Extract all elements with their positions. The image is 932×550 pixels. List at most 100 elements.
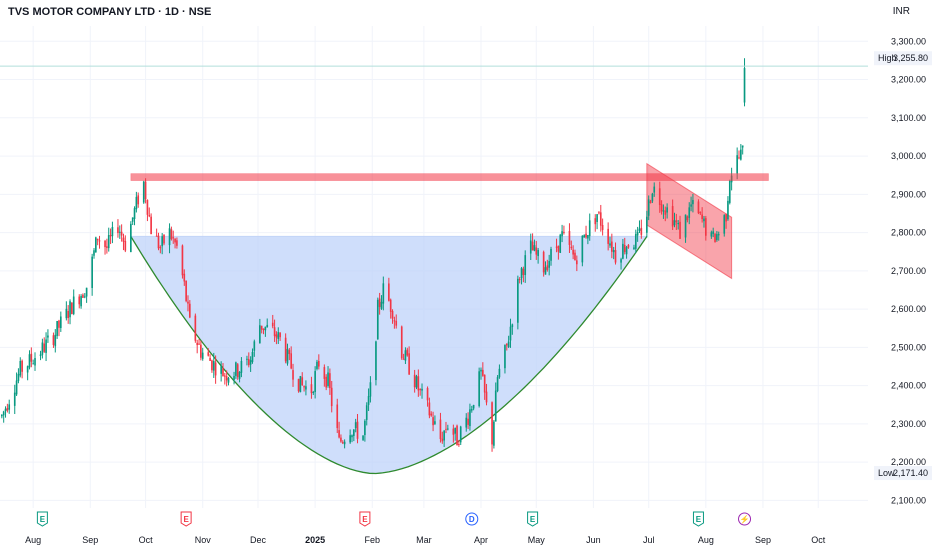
- candle-body[interactable]: [1, 415, 3, 417]
- candle-body[interactable]: [305, 386, 307, 390]
- candle-body[interactable]: [275, 334, 278, 338]
- candle-body[interactable]: [583, 235, 586, 238]
- candle-body[interactable]: [568, 230, 571, 245]
- candle-body[interactable]: [529, 240, 532, 254]
- candle-body[interactable]: [419, 389, 422, 391]
- candle-body[interactable]: [537, 249, 539, 257]
- candle-body[interactable]: [598, 212, 600, 214]
- candle-body[interactable]: [161, 236, 164, 247]
- candle-body[interactable]: [262, 328, 265, 331]
- candle-body[interactable]: [176, 240, 178, 246]
- candle-body[interactable]: [574, 252, 576, 261]
- candle-body[interactable]: [467, 418, 469, 425]
- candle-body[interactable]: [71, 302, 73, 315]
- candle-body[interactable]: [369, 382, 372, 397]
- candle-body[interactable]: [341, 442, 344, 444]
- candle-body[interactable]: [531, 241, 534, 251]
- event-marker[interactable]: E: [692, 511, 704, 527]
- candle-body[interactable]: [651, 193, 654, 202]
- candle-body[interactable]: [677, 222, 680, 225]
- resistance-band[interactable]: [130, 173, 769, 181]
- candle-body[interactable]: [148, 215, 151, 217]
- candle-body[interactable]: [227, 377, 230, 383]
- candle-body[interactable]: [664, 210, 667, 215]
- candle-body[interactable]: [365, 405, 368, 420]
- candle-body[interactable]: [310, 384, 313, 394]
- candle-body[interactable]: [483, 374, 486, 393]
- candle-body[interactable]: [599, 212, 602, 226]
- candle-body[interactable]: [443, 430, 445, 441]
- candle-body[interactable]: [459, 426, 462, 443]
- candle-body[interactable]: [107, 235, 110, 249]
- candle-body[interactable]: [353, 429, 355, 437]
- candle-body[interactable]: [72, 296, 75, 314]
- candle-body[interactable]: [188, 303, 191, 318]
- candle-body[interactable]: [533, 245, 536, 251]
- candle-body[interactable]: [388, 283, 390, 301]
- candle-body[interactable]: [327, 372, 329, 386]
- candle-body[interactable]: [290, 353, 293, 369]
- candle-body[interactable]: [743, 68, 746, 103]
- candle-body[interactable]: [362, 435, 364, 440]
- candle-body[interactable]: [2, 411, 5, 416]
- candle-body[interactable]: [738, 157, 740, 159]
- candle-body[interactable]: [93, 250, 95, 256]
- candle-body[interactable]: [284, 337, 287, 362]
- candle-body[interactable]: [264, 326, 267, 331]
- candle-body[interactable]: [214, 362, 217, 376]
- candle-body[interactable]: [30, 353, 33, 362]
- candle-body[interactable]: [684, 214, 687, 238]
- candle-body[interactable]: [712, 231, 715, 234]
- candle-body[interactable]: [271, 322, 274, 327]
- candle-body[interactable]: [292, 370, 294, 380]
- candle-body[interactable]: [382, 283, 385, 304]
- candle-body[interactable]: [43, 343, 46, 352]
- event-marker[interactable]: E: [180, 511, 192, 527]
- candle-body[interactable]: [498, 368, 501, 378]
- candle-body[interactable]: [96, 238, 99, 241]
- candle-body[interactable]: [391, 310, 394, 319]
- candle-body[interactable]: [507, 341, 510, 348]
- candle-body[interactable]: [194, 315, 197, 341]
- candle-body[interactable]: [133, 208, 136, 219]
- candle-body[interactable]: [65, 308, 68, 319]
- resistance-line[interactable]: [0, 65, 868, 181]
- candle-body[interactable]: [142, 181, 145, 203]
- candle-body[interactable]: [725, 214, 727, 222]
- candle-body[interactable]: [52, 335, 55, 345]
- candle-body[interactable]: [85, 287, 88, 297]
- candle-body[interactable]: [330, 387, 333, 407]
- candle-body[interactable]: [633, 247, 635, 250]
- candle-body[interactable]: [623, 244, 626, 253]
- candle-body[interactable]: [690, 204, 692, 207]
- candle-body[interactable]: [150, 216, 152, 235]
- candle-body[interactable]: [548, 260, 551, 268]
- candle-body[interactable]: [375, 341, 377, 381]
- candle-body[interactable]: [32, 363, 35, 365]
- candle-body[interactable]: [301, 377, 304, 385]
- candle-body[interactable]: [491, 402, 493, 445]
- candle-body[interactable]: [111, 227, 114, 237]
- candle-body[interactable]: [222, 368, 224, 377]
- candle-body[interactable]: [432, 417, 434, 426]
- candle-body[interactable]: [634, 234, 637, 249]
- candle-body[interactable]: [329, 373, 331, 389]
- candle-body[interactable]: [596, 214, 598, 222]
- candle-body[interactable]: [41, 342, 44, 355]
- candle-body[interactable]: [710, 232, 713, 237]
- candle-body[interactable]: [58, 320, 60, 328]
- candle-body[interactable]: [325, 376, 328, 388]
- candle-body[interactable]: [349, 435, 351, 443]
- candle-body[interactable]: [80, 296, 82, 307]
- candle-body[interactable]: [469, 409, 471, 427]
- candle-body[interactable]: [482, 369, 484, 376]
- candle-body[interactable]: [430, 413, 433, 416]
- candle-body[interactable]: [697, 201, 700, 214]
- candle-body[interactable]: [609, 243, 611, 246]
- candle-body[interactable]: [13, 392, 16, 406]
- candle-body[interactable]: [728, 180, 731, 203]
- candle-body[interactable]: [511, 324, 514, 328]
- candle-body[interactable]: [402, 358, 405, 360]
- candle-body[interactable]: [587, 235, 589, 239]
- candle-body[interactable]: [509, 326, 512, 341]
